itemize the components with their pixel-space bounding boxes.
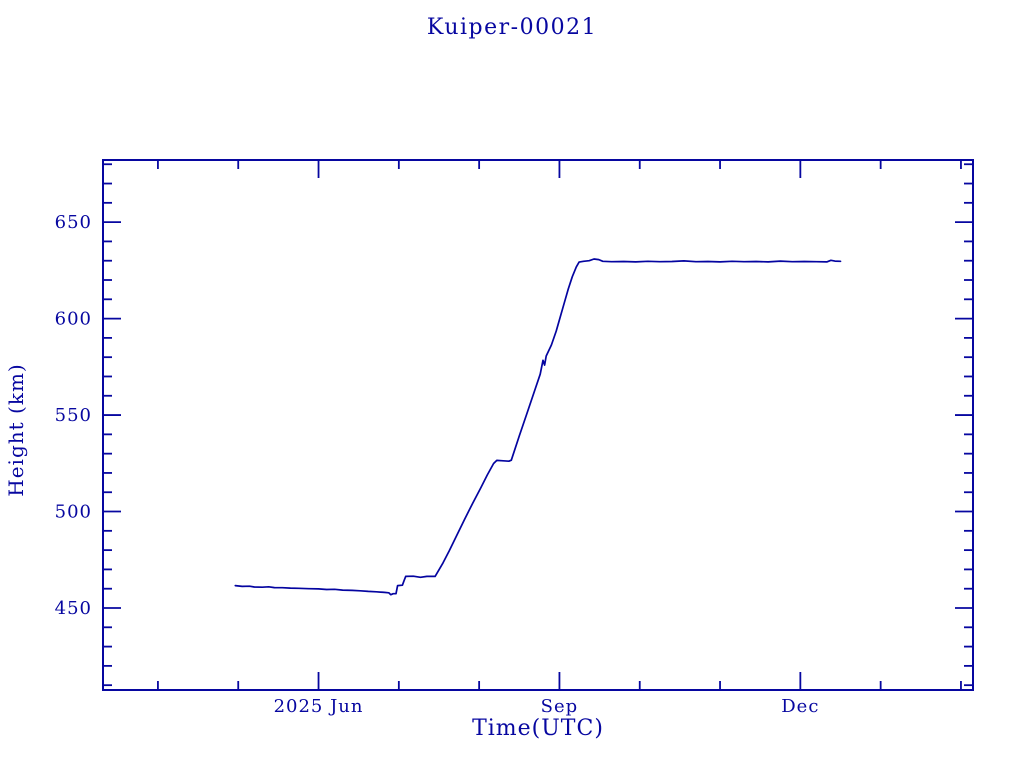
x-tick-label: 2025 Jun (274, 696, 364, 717)
chart-title: Kuiper-00021 (426, 15, 598, 40)
x-tick-label: Sep (541, 696, 579, 717)
y-tick-label: 550 (55, 405, 92, 426)
x-tick-label: Dec (781, 696, 819, 717)
y-tick-label: 500 (55, 502, 92, 523)
y-tick-label: 450 (55, 598, 92, 619)
plot-frame (102, 159, 974, 691)
data-line (234, 258, 842, 596)
y-tick-label: 650 (55, 212, 92, 233)
x-axis-label: Time(UTC) (472, 716, 604, 741)
y-tick-label: 600 (55, 309, 92, 330)
